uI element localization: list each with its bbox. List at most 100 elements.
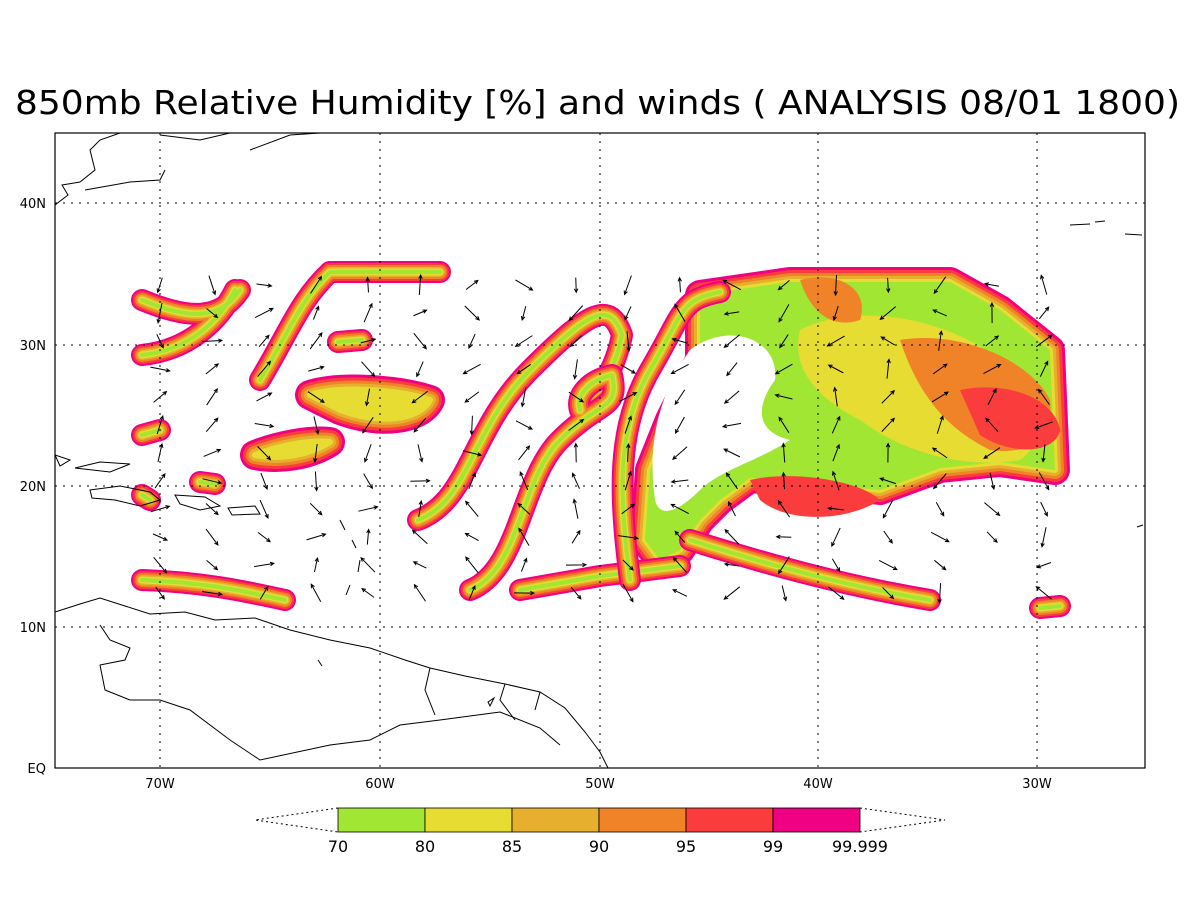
wind-arrow [880, 336, 896, 346]
wind-arrow [933, 276, 947, 295]
wind-arrow [256, 392, 273, 402]
color-swatch [772, 807, 861, 833]
wind-arrow [677, 276, 682, 293]
colorbar-label: 99 [763, 837, 783, 856]
wind-arrow [152, 533, 169, 541]
wind-arrow [514, 590, 536, 596]
wind-arrow [831, 558, 841, 573]
wind-arrow [254, 561, 275, 568]
wind-arrow [984, 502, 1001, 517]
wind-arrow [622, 559, 634, 571]
wind-arrow [1038, 472, 1050, 491]
humidity-band [688, 538, 932, 602]
coast-north-america [55, 133, 321, 206]
color-swatch [685, 807, 774, 833]
wind-arrow [156, 414, 164, 435]
wind-arrow [469, 415, 474, 436]
wind-arrow [726, 362, 738, 377]
wind-arrow [411, 529, 428, 545]
wind-arrow [930, 531, 950, 543]
wind-arrow [360, 556, 376, 573]
wind-arrow [827, 506, 844, 511]
wind-arrow [260, 472, 268, 491]
colorbar-label: 70 [328, 837, 348, 856]
wind-arrow [1038, 306, 1050, 320]
border [99, 624, 561, 761]
coastlines [55, 133, 1144, 768]
wind-arrow [411, 390, 428, 404]
wind-arrow [256, 283, 273, 288]
wind-arrow [358, 505, 379, 512]
humidity-band [960, 387, 1060, 450]
lat-label: 20N [20, 480, 46, 495]
wind-arrow [518, 445, 531, 461]
wind-arrow [569, 335, 582, 348]
wind-arrow [516, 363, 531, 375]
wind-arrow [208, 275, 217, 296]
wind-arrow [361, 361, 376, 378]
wind-arrow [723, 562, 740, 567]
islands [55, 220, 1143, 516]
islands [317, 519, 1144, 708]
wind-arrow [671, 337, 688, 344]
colorbar-label: 99.999 [832, 837, 888, 856]
wind-arrow [777, 499, 791, 518]
wind-arrow [313, 444, 318, 464]
wind-arrow [777, 279, 790, 291]
wind-arrow [418, 273, 423, 295]
colorbar-end [254, 807, 339, 833]
wind-arrow [935, 501, 945, 517]
wind-arrow [568, 391, 585, 403]
humidity-band [652, 335, 790, 511]
wind-arrow [364, 388, 371, 407]
lat-label: EQ [28, 762, 46, 777]
humidity-band [416, 312, 624, 522]
wind-arrow [728, 500, 736, 517]
color-swatch [424, 807, 513, 833]
wind-arrow [413, 417, 427, 433]
humidity-band [140, 578, 287, 602]
wind-arrow [257, 531, 271, 543]
wind-arrow [365, 276, 370, 293]
wind-arrow [723, 586, 741, 600]
humidity-band [800, 277, 862, 323]
wind-arrow [462, 363, 481, 375]
wind-arrow [831, 415, 841, 434]
wind-arrow [254, 307, 274, 318]
wind-arrow [310, 275, 323, 294]
wind-arrow [774, 393, 793, 400]
wind-arrow [571, 472, 580, 489]
wind-arrow [313, 416, 320, 435]
wind-arrow [781, 585, 788, 602]
wind-arrow [259, 499, 269, 519]
wind-arrow [983, 447, 1001, 459]
title: 850mb Relative Humidity [%] and winds ( … [15, 83, 1180, 122]
wind-arrow [571, 529, 581, 544]
lat-label: 10N [20, 621, 46, 636]
wind-arrow [254, 423, 275, 429]
colorbar: 70 80 85 90 95 99 99.999 [254, 807, 946, 856]
lon-label: 40W [803, 777, 833, 792]
wind-arrow [989, 472, 996, 491]
wind-arrow [878, 559, 898, 571]
wind-arrow [670, 479, 689, 484]
wind-arrow [879, 306, 897, 321]
wind-arrow [150, 366, 171, 373]
wind-arrow [416, 361, 424, 378]
humidity-band [256, 268, 444, 384]
wind-arrow [623, 275, 632, 296]
wind-arrow [672, 556, 688, 573]
wind-arrow [568, 305, 584, 322]
wind-arrow [363, 302, 373, 323]
wind-arrow [413, 309, 428, 317]
wind-arrow [361, 587, 375, 598]
wind-arrow [779, 334, 789, 349]
wind-arrow [938, 330, 944, 351]
wind-arrow [989, 301, 995, 323]
humidity-band [310, 389, 430, 419]
wind-arrow [626, 331, 631, 353]
wind-arrow [937, 583, 942, 605]
wind-arrow [985, 417, 999, 433]
wind-arrow [312, 305, 320, 320]
colorbar-label: 80 [415, 837, 435, 856]
